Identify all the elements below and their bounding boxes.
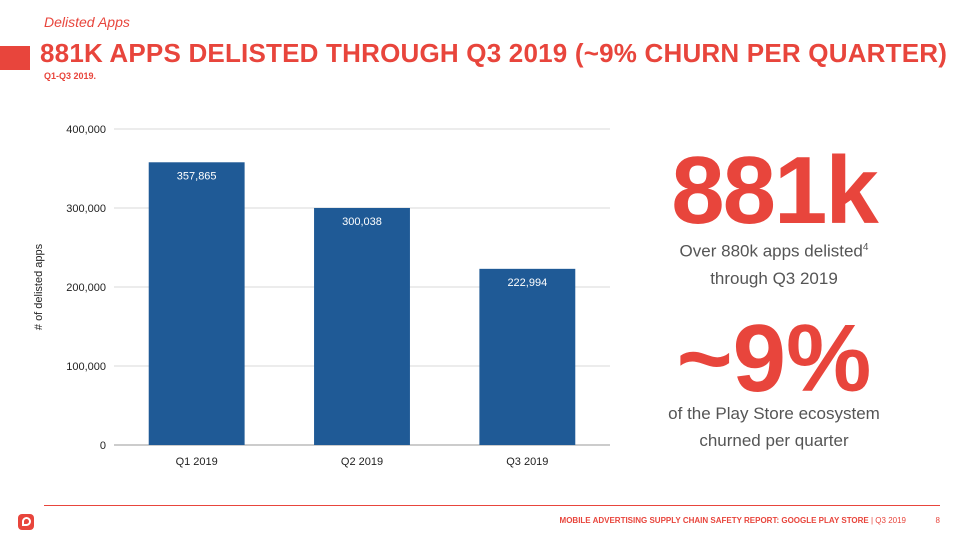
- y-axis-label: # of delisted apps: [33, 243, 45, 330]
- title-accent-bar: [0, 46, 30, 70]
- footer-report-name: MOBILE ADVERTISING SUPPLY CHAIN SAFETY R…: [559, 516, 869, 525]
- page-title: 881K APPS DELISTED THROUGH Q3 2019 (~9% …: [40, 38, 948, 68]
- stat-churn-rate: ~9%: [676, 305, 872, 412]
- footer-divider: [44, 505, 940, 506]
- x-tick-label: Q2 2019: [341, 456, 383, 468]
- stat-churn-caption: of the Play Store ecosystem churned per …: [624, 400, 924, 454]
- y-tick-label: 100,000: [66, 361, 106, 373]
- bar-data-label: 357,865: [177, 170, 217, 182]
- footer-period: | Q3 2019: [868, 516, 906, 525]
- y-tick-label: 200,000: [66, 282, 106, 294]
- delisted-apps-bar-chart: 0 100,000 200,000 300,000 400,000 # of delist…: [33, 124, 610, 468]
- footnote-marker: 4: [862, 242, 869, 253]
- bar-data-label: 300,038: [342, 216, 382, 228]
- page-number: 8: [935, 516, 940, 525]
- page-subtitle: Q1-Q3 2019.: [44, 71, 97, 81]
- stat-total-caption-line1: Over 880k apps delisted: [679, 241, 863, 261]
- stat-total-delisted: 881k: [671, 137, 879, 244]
- x-tick-label: Q1 2019: [176, 456, 218, 468]
- bar-data-label: 222,994: [507, 277, 547, 289]
- y-tick-label: 0: [100, 440, 106, 452]
- stat-total-caption-line2: through Q3 2019: [710, 268, 838, 288]
- section-label: Delisted Apps: [44, 14, 130, 30]
- stat-total-caption: Over 880k apps delisted4 through Q3 2019: [624, 234, 924, 292]
- footer-report-title: MOBILE ADVERTISING SUPPLY CHAIN SAFETY R…: [560, 516, 906, 525]
- y-tick-label: 300,000: [66, 203, 106, 215]
- x-tick-label: Q3 2019: [506, 456, 548, 468]
- bar: [479, 268, 576, 445]
- bar: [314, 207, 410, 445]
- bar: [148, 162, 245, 445]
- y-tick-label: 400,000: [66, 124, 106, 136]
- stat-churn-caption-line1: of the Play Store ecosystem: [668, 404, 880, 423]
- pixalate-logo-icon: [18, 514, 34, 530]
- stat-churn-caption-line2: churned per quarter: [699, 431, 849, 450]
